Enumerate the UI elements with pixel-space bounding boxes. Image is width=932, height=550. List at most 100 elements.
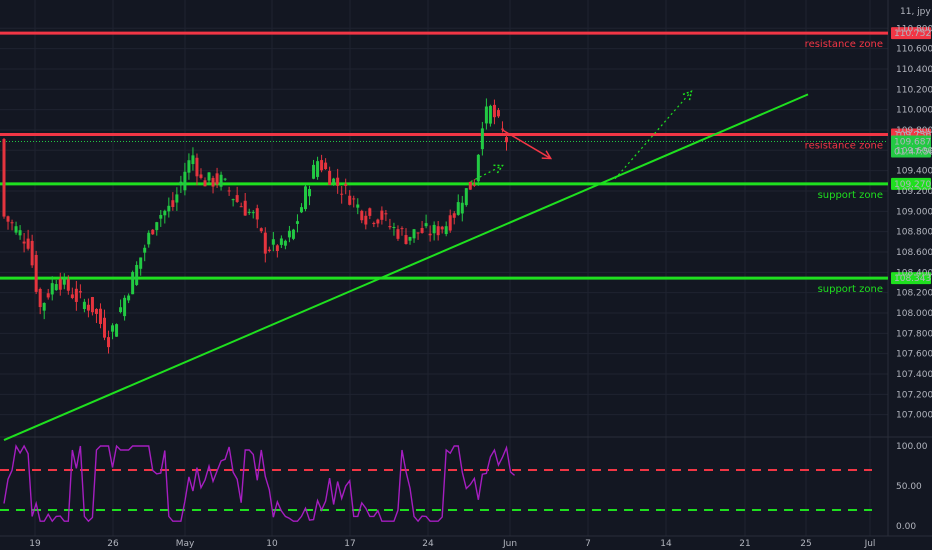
price-tag-label: 109.270 xyxy=(894,180,931,190)
time-tick-label: 19 xyxy=(29,539,41,549)
time-tick-label: 26 xyxy=(107,539,119,549)
candle-body xyxy=(143,247,147,253)
candle-body xyxy=(420,227,424,233)
price-tag-label: 109.756 xyxy=(894,130,931,140)
candle-body xyxy=(183,171,187,191)
candle-body xyxy=(175,194,179,203)
candle-body xyxy=(299,207,303,213)
candle-body xyxy=(460,202,464,214)
candle-body xyxy=(139,257,143,269)
candle-body xyxy=(187,160,191,173)
candle-body xyxy=(344,183,348,186)
resistance-zone-label: resistance zone xyxy=(805,140,883,151)
candle-body xyxy=(372,222,376,225)
candle-body xyxy=(348,195,352,205)
candle-body xyxy=(163,210,167,216)
candle-body xyxy=(2,139,6,217)
candle-body xyxy=(86,304,90,311)
time-tick-label: May xyxy=(176,539,195,549)
candle-body xyxy=(505,137,508,143)
time-tick-label: Jun xyxy=(502,539,517,549)
candle-body xyxy=(82,301,86,309)
candle-body xyxy=(191,155,195,165)
candle-body xyxy=(255,208,259,220)
candle-body xyxy=(408,236,412,241)
zone-levels: resistance zone 110.752 resistance zone 109… xyxy=(0,27,932,295)
candle-body xyxy=(235,195,239,202)
countdown-label: 01:47:56 xyxy=(894,147,932,157)
candle-body xyxy=(304,186,307,210)
price-tag-bg xyxy=(891,177,931,190)
candle-body xyxy=(147,232,151,245)
candle-body xyxy=(50,283,54,295)
time-tick-label: 7 xyxy=(585,539,591,549)
candle-body xyxy=(14,226,18,233)
candle-body xyxy=(74,288,78,302)
candle-body xyxy=(219,174,223,187)
chart-grid xyxy=(0,0,932,537)
candle-body xyxy=(436,226,440,236)
candle-body xyxy=(404,235,408,244)
candle-body xyxy=(103,317,106,338)
candle-body xyxy=(340,193,344,195)
candle-body xyxy=(94,308,98,314)
candle-body xyxy=(332,178,336,184)
support-zone-label: support zone xyxy=(818,190,883,201)
support-zone-label: support zone xyxy=(818,284,883,295)
candle-body xyxy=(107,337,111,348)
candle-body xyxy=(388,226,392,228)
oscillator-tick-label: 100.00 xyxy=(896,442,928,452)
candle-body xyxy=(171,200,175,207)
candle-body xyxy=(231,199,235,201)
candle-body xyxy=(78,291,82,293)
price-tick-label: 110.400 xyxy=(896,65,932,75)
candle-body xyxy=(199,174,203,178)
candle-body xyxy=(384,213,388,215)
last-price-tag-bg xyxy=(891,135,931,158)
candle-body xyxy=(472,184,476,186)
projection-arrows xyxy=(466,90,693,185)
candle-body xyxy=(452,213,456,218)
projection-arrow-head xyxy=(682,90,693,101)
candle-body xyxy=(316,161,320,177)
candle-body xyxy=(476,154,480,182)
candle-body xyxy=(111,325,115,332)
candle-body xyxy=(227,190,231,192)
candle-body xyxy=(30,240,34,266)
candle-body xyxy=(267,249,271,251)
candle-body xyxy=(396,229,400,239)
candle-body xyxy=(127,295,131,301)
candle-body xyxy=(392,227,396,229)
time-tick-label: 21 xyxy=(739,539,750,549)
candle-body xyxy=(263,232,267,254)
price-axis[interactable]: 110.800 110.600 110.400 110.200 110.000 109.8… xyxy=(896,24,932,420)
time-axis[interactable]: 19 26 May 10 17 24 Jun 7 14 21 25 Jul xyxy=(29,539,875,549)
candle-body xyxy=(54,284,58,291)
candle-body xyxy=(440,226,444,230)
candle-body xyxy=(400,228,404,230)
candle-body xyxy=(424,223,428,227)
price-tick-label: 107.200 xyxy=(896,390,932,400)
candle-body xyxy=(115,324,119,337)
time-tick-label: 25 xyxy=(800,539,811,549)
candle-body xyxy=(135,264,139,285)
candle-body xyxy=(90,297,94,313)
candle-body xyxy=(291,229,295,239)
candle-body xyxy=(179,181,183,186)
candle-body xyxy=(271,239,275,245)
ascending-trendline xyxy=(3,93,809,442)
trendline[interactable] xyxy=(3,93,809,442)
price-tick-label: 109.600 xyxy=(896,146,932,156)
candle-body xyxy=(275,245,279,251)
candle-body xyxy=(239,206,243,208)
price-tick-label: 110.800 xyxy=(896,24,932,34)
candle-body xyxy=(70,294,74,298)
candle-body xyxy=(259,228,263,232)
candle-body xyxy=(283,240,287,246)
time-tick-label: 14 xyxy=(660,539,672,549)
oscillator-pane: 100.00 50.00 0.00 xyxy=(0,442,928,532)
oscillator-line xyxy=(3,443,515,523)
candle-body xyxy=(6,216,10,222)
candle-body xyxy=(364,215,368,225)
